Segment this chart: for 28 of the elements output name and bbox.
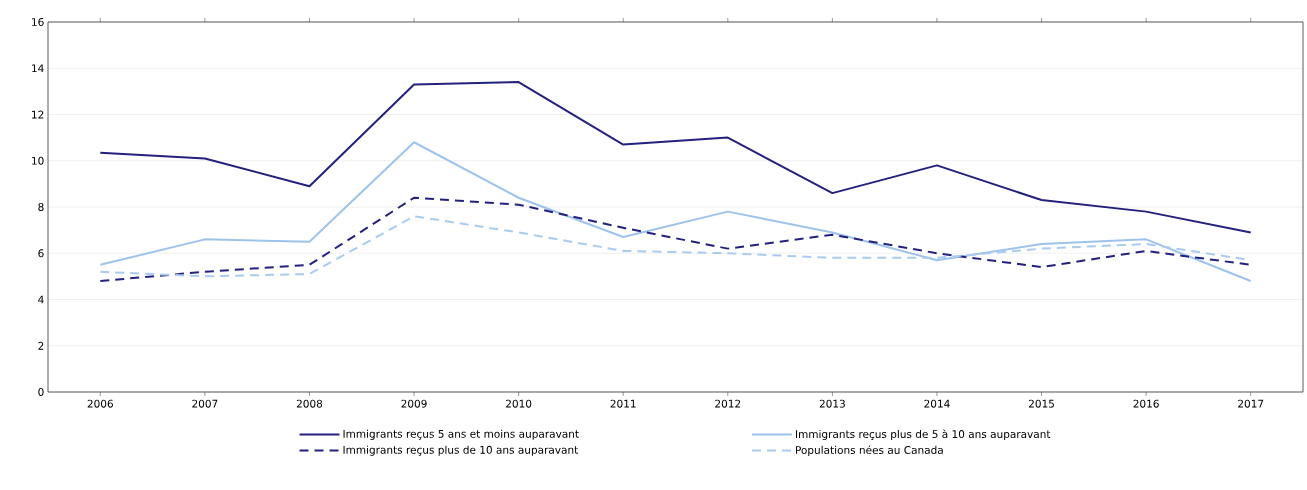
x-tick-label: 2015 [1028,399,1054,408]
line-series [99,196,1252,282]
legend-label: Immigrants reçus plus de 10 ans auparavant [343,445,578,456]
y-tick-label: 8 [38,203,44,211]
y-tick-label: 16 [32,18,44,26]
y-tick-label: 6 [38,249,44,258]
x-tick-label: 2017 [1238,399,1264,408]
line-series [99,81,1252,234]
x-tick-label: 2009 [401,399,427,408]
line-series [99,141,1252,282]
x-tick-label: 2011 [610,399,636,408]
x-tick-label: 2010 [506,399,532,408]
x-tick-label: 2014 [924,399,950,408]
y-tick-label: 10 [32,156,44,165]
legend-label: Immigrants reçus plus de 5 à 10 ans auparavant [796,429,1051,441]
legend-label: Immigrants reçus 5 ans et moins auparavant [343,429,579,440]
y-tick-label: 12 [32,110,44,119]
x-tick-label: 2006 [87,399,113,408]
y-tick-label: 14 [32,64,44,73]
x-tick-label: 2007 [192,399,218,408]
x-tick-label: 2013 [819,399,845,408]
legend-label: Populations nées au Canada [796,445,943,457]
x-tick-label: 2012 [715,399,741,408]
y-tick-label: 2 [38,341,44,350]
y-tick-label: 0 [38,388,44,396]
x-tick-label: 2016 [1133,399,1159,408]
x-tick-label: 2008 [296,399,323,408]
y-tick-label: 4 [38,295,44,304]
